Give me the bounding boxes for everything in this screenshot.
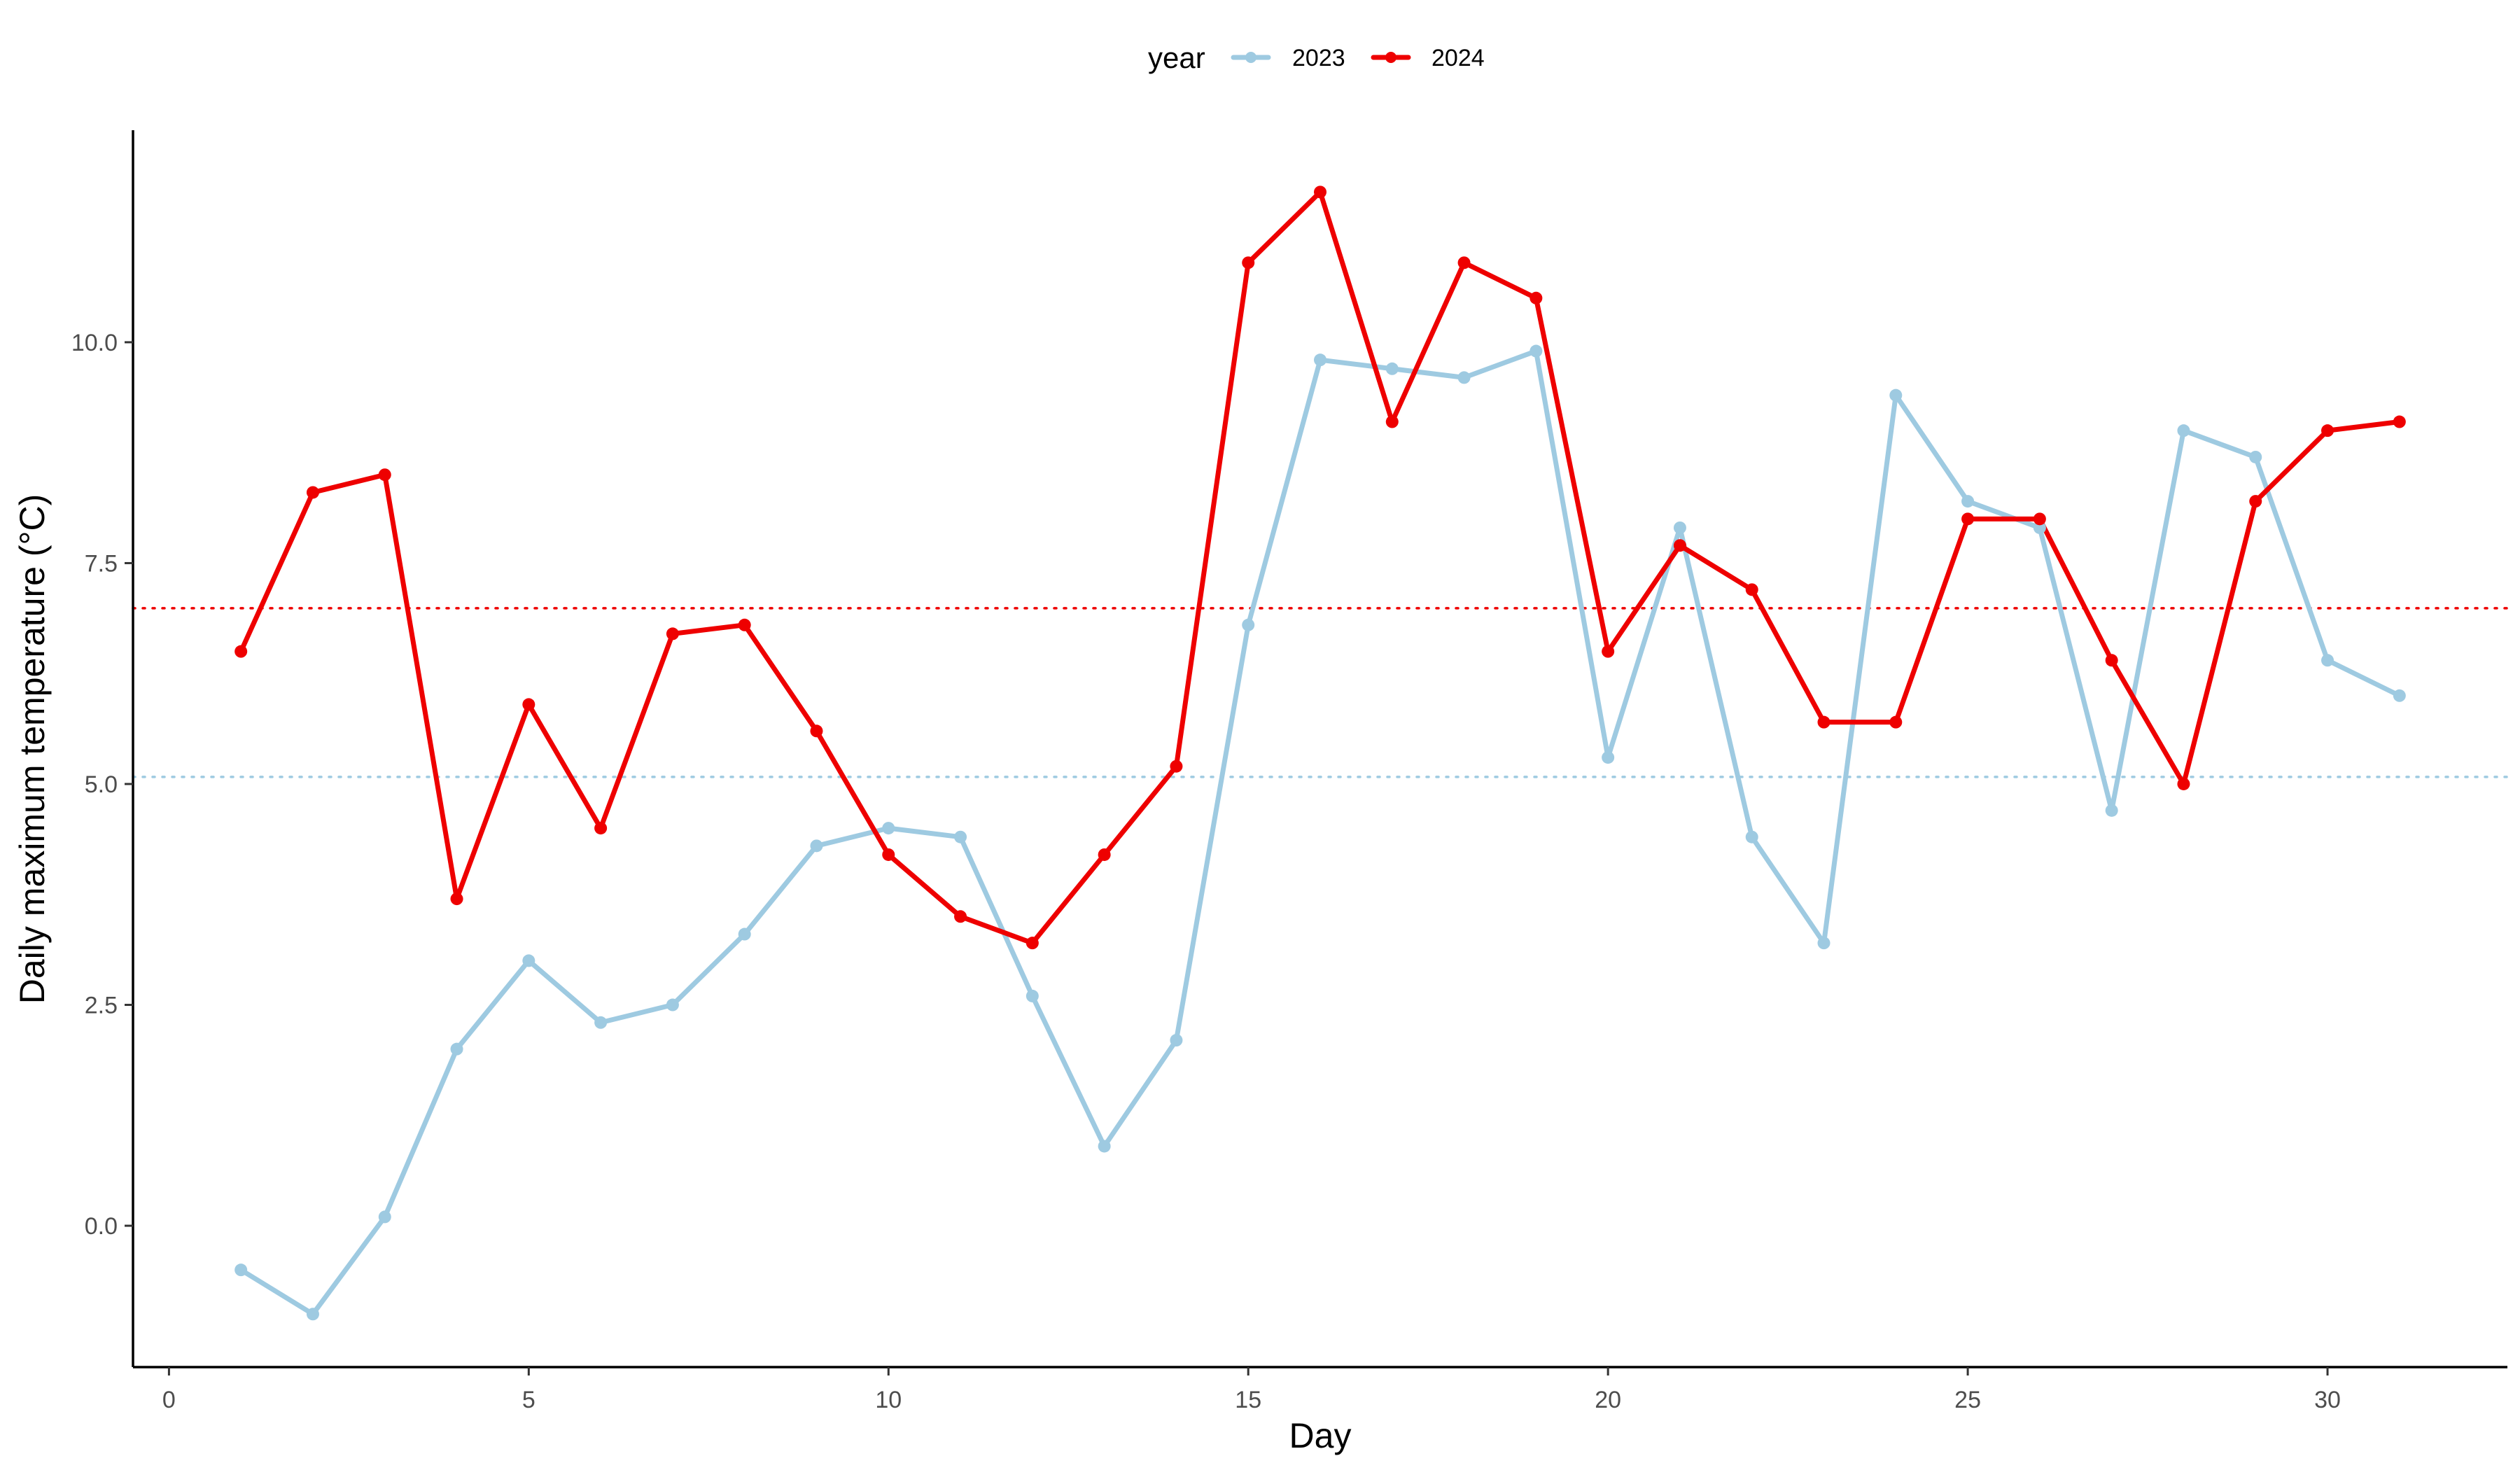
- data-point-2023: [1674, 522, 1686, 534]
- data-point-2023: [1458, 371, 1471, 384]
- data-point-2023: [1602, 751, 1614, 764]
- data-point-2024: [1530, 292, 1542, 304]
- data-point-2023: [1961, 495, 1974, 507]
- y-tick-label: 5.0: [85, 771, 118, 798]
- legend: year 2023 2024: [1148, 41, 1485, 74]
- data-point-2024: [1026, 937, 1039, 949]
- x-tick-label: 5: [522, 1387, 536, 1413]
- data-point-2023: [1170, 1034, 1182, 1046]
- data-point-2024: [2393, 416, 2406, 428]
- legend-key-point-2024: [1385, 52, 1396, 63]
- data-point-2023: [522, 954, 535, 967]
- series-points-2023: [234, 345, 2406, 1321]
- y-tick-label: 10.0: [71, 330, 118, 356]
- data-point-2024: [1889, 716, 1902, 729]
- data-point-2023: [1386, 363, 1399, 375]
- data-point-2023: [1530, 345, 1542, 358]
- x-tick-label: 10: [875, 1387, 902, 1413]
- data-point-2024: [1098, 848, 1111, 861]
- data-point-2023: [738, 928, 751, 941]
- data-point-2024: [1170, 760, 1182, 773]
- data-point-2024: [451, 892, 463, 905]
- series-points-2024: [234, 186, 2406, 949]
- data-point-2024: [1602, 645, 1614, 658]
- axes: [133, 130, 2507, 1367]
- data-point-2024: [307, 486, 319, 498]
- data-point-2024: [2106, 654, 2118, 666]
- data-point-2024: [1961, 512, 1974, 525]
- x-ticks: 0 5 10 15 20 25 30: [162, 1367, 2341, 1413]
- legend-key-point-2023: [1245, 52, 1256, 63]
- data-point-2024: [666, 627, 679, 640]
- y-ticks: 0.0 2.5 5.0 7.5 10.0: [71, 330, 133, 1240]
- data-point-2023: [451, 1043, 463, 1056]
- data-point-2023: [954, 831, 967, 844]
- data-point-2024: [1458, 256, 1471, 269]
- data-point-2024: [954, 910, 967, 923]
- data-point-2024: [882, 848, 895, 861]
- legend-title: year: [1148, 41, 1205, 74]
- data-point-2023: [810, 839, 822, 852]
- data-point-2023: [882, 822, 895, 834]
- data-point-2023: [234, 1264, 247, 1276]
- y-tick-label: 7.5: [85, 550, 118, 577]
- legend-label-2023: 2023: [1292, 45, 1345, 71]
- data-point-2023: [1818, 937, 1830, 949]
- y-axis-title: Daily maximum temperature (°C): [13, 494, 52, 1004]
- data-point-2023: [2177, 424, 2190, 437]
- data-point-2024: [2321, 424, 2334, 437]
- data-point-2023: [1314, 354, 1326, 366]
- data-point-2023: [1242, 619, 1254, 631]
- series-points: [234, 186, 2406, 1320]
- data-point-2024: [522, 698, 535, 710]
- y-tick-label: 0.0: [85, 1213, 118, 1240]
- data-point-2024: [2177, 778, 2190, 790]
- data-point-2024: [810, 724, 822, 737]
- x-tick-label: 20: [1595, 1387, 1621, 1413]
- data-point-2024: [2249, 495, 2262, 507]
- data-point-2024: [1242, 256, 1254, 269]
- data-point-2023: [666, 999, 679, 1011]
- data-point-2023: [594, 1016, 607, 1029]
- y-tick-label: 2.5: [85, 993, 118, 1019]
- data-point-2024: [1746, 583, 1758, 596]
- data-point-2023: [1746, 831, 1758, 844]
- data-point-2023: [307, 1308, 319, 1320]
- data-point-2024: [1386, 416, 1399, 428]
- data-point-2023: [2393, 690, 2406, 702]
- series-line-2023: [241, 351, 2400, 1315]
- series-line-2024: [241, 192, 2400, 943]
- x-tick-label: 30: [2314, 1387, 2341, 1413]
- data-point-2024: [1818, 716, 1830, 729]
- x-tick-label: 25: [1954, 1387, 1981, 1413]
- x-axis-title: Day: [1289, 1416, 1352, 1455]
- legend-label-2024: 2024: [1432, 45, 1485, 71]
- data-point-2024: [2033, 512, 2046, 525]
- data-point-2023: [2321, 654, 2334, 666]
- data-point-2024: [594, 822, 607, 834]
- data-point-2024: [379, 468, 391, 481]
- x-tick-label: 0: [162, 1387, 176, 1413]
- data-point-2023: [1098, 1140, 1111, 1152]
- data-point-2024: [738, 619, 751, 631]
- data-point-2023: [1026, 990, 1039, 1002]
- data-point-2024: [234, 645, 247, 658]
- x-tick-label: 15: [1235, 1387, 1261, 1413]
- mean-lines: [133, 608, 2507, 777]
- data-point-2023: [2106, 804, 2118, 817]
- data-point-2023: [2249, 451, 2262, 463]
- data-point-2024: [1674, 539, 1686, 552]
- data-point-2024: [1314, 186, 1326, 198]
- data-point-2023: [379, 1210, 391, 1223]
- data-point-2023: [1889, 389, 1902, 402]
